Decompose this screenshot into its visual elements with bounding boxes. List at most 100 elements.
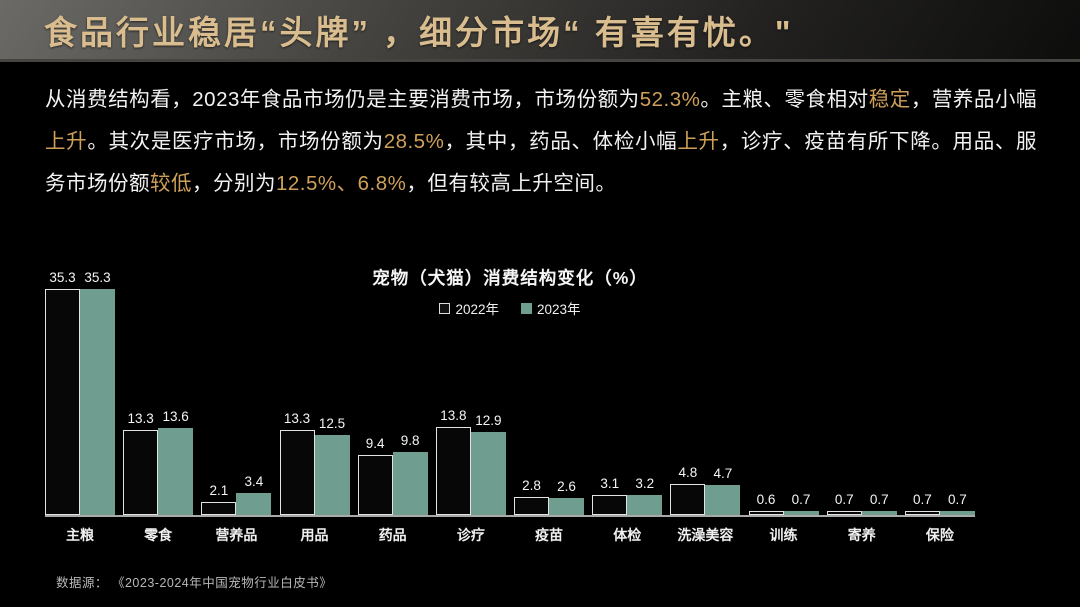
bar-2022年-零食 xyxy=(123,430,159,515)
bar-column-2022年-体检: 3.1 xyxy=(592,476,628,515)
bar-column-2023年-寄养: 0.7 xyxy=(861,492,897,515)
bar-column-2023年-用品: 12.5 xyxy=(314,416,350,515)
intro-segment-9: 上升 xyxy=(677,130,720,153)
bar-2023年-体检 xyxy=(627,495,663,515)
bar-group-6: 2.8 2.6 xyxy=(514,478,585,515)
intro-segment-14: ，但有较高上升空间。 xyxy=(406,172,617,195)
category-label-寄养: 寄养 xyxy=(847,527,876,543)
bar-column-2022年-训练: 0.6 xyxy=(748,492,784,515)
bar-value-label: 2.8 xyxy=(522,478,541,493)
intro-paragraph: 从消费结构看，2023年食品市场仍是主要消费市场，市场份额为52.3%。主粮、零… xyxy=(45,79,1037,205)
category-label-洗澡美容: 洗澡美容 xyxy=(677,527,734,543)
intro-segment-8: ，其中，药品、体检小幅 xyxy=(444,130,678,153)
bar-group-8: 4.8 4.7 xyxy=(670,465,741,515)
intro-segment-0: 从消费结构看，2023年食品市场仍是主要消费市场，市场份额为 xyxy=(45,88,640,111)
intro-segment-4: ，营养品小幅 xyxy=(910,88,1038,111)
bar-2023年-主粮 xyxy=(80,289,115,515)
bar-column-2022年-疫苗: 2.8 xyxy=(514,478,550,515)
bar-2023年-寄养 xyxy=(861,511,897,515)
intro-segment-10: ，诊疗、疫苗有所下降。用品、服务市场份额 xyxy=(45,130,1038,195)
bar-column-2022年-主粮: 35.3 xyxy=(45,270,80,515)
bar-group-7: 3.1 3.2 xyxy=(592,476,663,515)
category-label-诊疗: 诊疗 xyxy=(456,527,485,543)
bar-2022年-保险 xyxy=(904,511,940,515)
category-label-保险: 保险 xyxy=(925,527,954,543)
bar-2022年-洗澡美容 xyxy=(670,484,706,515)
intro-segment-1: 52.3% xyxy=(639,88,701,111)
bar-2022年-主粮 xyxy=(45,289,80,515)
intro-segment-11: 较低 xyxy=(150,172,192,195)
bar-value-label: 3.2 xyxy=(635,476,655,491)
bar-value-label: 13.8 xyxy=(440,408,467,423)
bar-2023年-洗澡美容 xyxy=(705,485,741,515)
intro-segment-6: 。其次是医疗市场，市场份额为 xyxy=(87,130,384,153)
legend-item-2023: 2023年 xyxy=(521,298,581,318)
bar-2022年-用品 xyxy=(279,430,315,515)
bar-column-2023年-营养品: 3.4 xyxy=(236,474,272,515)
bar-value-label: 0.7 xyxy=(869,492,889,507)
bar-value-label: 0.7 xyxy=(834,492,854,507)
bar-2022年-寄养 xyxy=(826,511,862,515)
bar-column-2023年-零食: 13.6 xyxy=(158,409,194,515)
bar-column-2022年-保险: 0.7 xyxy=(904,492,940,515)
bar-column-2023年-体检: 3.2 xyxy=(627,476,663,515)
bar-value-label: 0.7 xyxy=(913,492,932,507)
legend-label-2022: 2022年 xyxy=(455,302,499,317)
bar-column-2022年-寄养: 0.7 xyxy=(826,492,862,515)
bar-2022年-药品 xyxy=(357,455,393,515)
intro-segment-5: 上升 xyxy=(45,130,88,153)
data-source-note: 数据源： 《2023-2024年中国宠物行业白皮书》 xyxy=(56,576,333,590)
bar-value-label: 3.4 xyxy=(244,474,264,489)
category-label-用品: 用品 xyxy=(300,527,329,543)
intro-segment-13: 12.5%、6.8% xyxy=(276,172,407,195)
intro-segment-7: 28.5% xyxy=(383,130,445,153)
intro-segment-2: 。主粮、零食相对 xyxy=(700,88,869,111)
bar-2022年-疫苗 xyxy=(514,497,550,515)
bar-column-2022年-用品: 13.3 xyxy=(279,411,315,515)
bar-group-1: 13.3 13.6 xyxy=(123,409,194,515)
bar-column-2023年-训练: 0.7 xyxy=(783,492,819,515)
bar-column-2022年-诊疗: 13.8 xyxy=(435,408,471,515)
bar-value-label: 3.1 xyxy=(600,476,620,491)
category-label-体检: 体检 xyxy=(613,527,642,543)
bar-2022年-训练 xyxy=(748,511,784,515)
bar-column-2022年-零食: 13.3 xyxy=(123,411,159,515)
bar-value-label: 9.4 xyxy=(365,436,385,451)
plot-area: 35.3 35.3 13.3 13.6 2.1 3.4 13.3 12.5 9.4 9.8 13.8… xyxy=(45,267,975,517)
bar-value-label: 9.8 xyxy=(400,433,420,448)
bar-value-label: 4.7 xyxy=(713,466,733,481)
bar-value-label: 35.3 xyxy=(49,270,76,285)
legend-swatch-2023 xyxy=(521,302,532,314)
bar-column-2023年-主粮: 35.3 xyxy=(80,270,115,515)
bar-group-0: 35.3 35.3 xyxy=(45,270,115,515)
bar-value-label: 12.5 xyxy=(318,416,346,431)
bar-value-label: 0.6 xyxy=(756,492,776,507)
bar-value-label: 0.7 xyxy=(791,492,811,507)
bar-2022年-诊疗 xyxy=(435,427,471,515)
bar-value-label: 2.1 xyxy=(209,483,229,498)
bar-2022年-营养品 xyxy=(201,502,237,515)
bar-column-2023年-诊疗: 12.9 xyxy=(470,413,506,515)
bar-group-5: 13.8 12.9 xyxy=(435,408,506,515)
bar-value-label: 12.9 xyxy=(475,413,502,428)
chart-title: 宠物（犬猫）消费结构变化（%） xyxy=(372,268,648,288)
consumption-structure-chart: 宠物（犬猫）消费结构变化（%） 2022年 2023年 35.3 35.3 13.3… xyxy=(45,267,975,545)
bar-column-2023年-保险: 0.7 xyxy=(939,492,975,515)
bar-group-3: 13.3 12.5 xyxy=(279,411,350,515)
bar-value-label: 0.7 xyxy=(948,492,967,507)
bar-2023年-诊疗 xyxy=(470,432,506,515)
category-label-训练: 训练 xyxy=(769,527,798,543)
bar-value-label: 13.6 xyxy=(162,409,189,424)
bar-2023年-用品 xyxy=(314,435,350,515)
intro-segment-3: 稳定 xyxy=(868,88,911,111)
category-label-疫苗: 疫苗 xyxy=(535,527,564,543)
bar-value-label: 13.3 xyxy=(283,411,311,426)
bar-column-2023年-疫苗: 2.6 xyxy=(549,479,585,515)
bar-column-2022年-洗澡美容: 4.8 xyxy=(670,465,706,515)
bar-group-9: 0.6 0.7 xyxy=(748,492,819,515)
slide-header: 食品行业稳居“头牌” ，细分市场“ 有喜有忧。" xyxy=(0,0,1080,62)
bar-group-4: 9.4 9.8 xyxy=(357,433,428,515)
bar-2023年-药品 xyxy=(392,452,428,515)
bar-value-label: 13.3 xyxy=(127,411,154,426)
bar-column-2022年-营养品: 2.1 xyxy=(201,483,237,515)
